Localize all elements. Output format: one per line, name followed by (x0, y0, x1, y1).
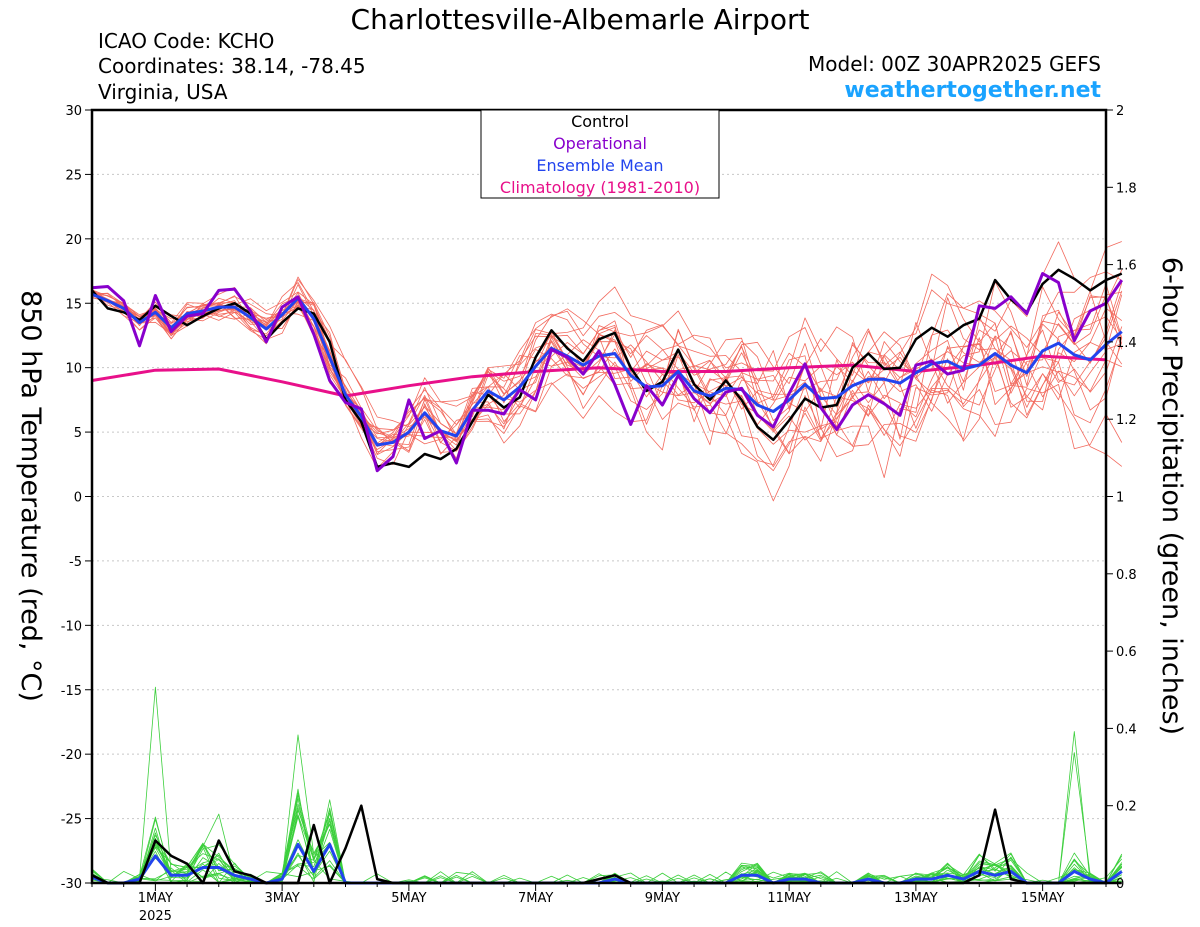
precip-member-line (91, 803, 1123, 884)
left-tick-label: 20 (65, 233, 82, 248)
precip-member-line (91, 788, 1122, 884)
right-tick-label: 1 (1116, 491, 1124, 506)
model-run: Model: 00Z 30APR2025 GEFS (808, 52, 1101, 76)
icao-code: ICAO Code: KCHO (98, 29, 274, 53)
temp-member-line (91, 271, 1122, 479)
left-tick-label: 30 (65, 104, 82, 119)
temp-mean-line (91, 292, 1123, 447)
right-tick-label: 1.2 (1116, 413, 1137, 428)
temp-operational-line (91, 272, 1124, 473)
temp-member-line (91, 279, 1123, 502)
left-tick-label: 10 (65, 362, 82, 377)
right-tick-label: 1.4 (1116, 336, 1137, 351)
right-tick-label: 0.4 (1116, 722, 1137, 737)
right-axis-label: 6-hour Precipitation (green, inches) (1156, 257, 1187, 735)
legend-box (480, 109, 720, 199)
x-tick-label: 3MAY (264, 891, 299, 906)
left-tick-label: 15 (65, 297, 82, 312)
site-link[interactable]: weathertogether.net (844, 78, 1101, 103)
left-tick-label: 25 (65, 168, 82, 183)
chart-title: Charlottesville-Albemarle Airport (351, 3, 810, 36)
x-tick-label: 5MAY (391, 891, 426, 906)
legend: Control Operational Ensemble Mean Climatolo… (480, 109, 720, 199)
precip-member-line (91, 813, 1123, 884)
precip-member-line (91, 812, 1123, 884)
right-tick-label: 0 (1116, 877, 1124, 892)
legend-entry: Control (571, 112, 629, 131)
left-axis-label: 850 hPa Temperature (red, °C) (15, 290, 46, 702)
region: Virginia, USA (98, 80, 228, 104)
precip-members (91, 686, 1123, 884)
temp-member-line (91, 241, 1123, 468)
left-tick-label: -30 (61, 877, 82, 892)
x-tick-label: 13MAY (894, 891, 938, 906)
temp-member-line (91, 289, 1122, 453)
x-tick-label: 11MAY (767, 891, 811, 906)
x-tick-label: 7MAY (518, 891, 553, 906)
main-series (91, 268, 1124, 885)
x-tick-label: 15MAY (1021, 891, 1065, 906)
temp-member-line (91, 241, 1122, 445)
x-ticks: 1MAY 2025 3MAY 5MAY 7MAY 9MAY 11MAY 13MAY 15MAY (91, 883, 1107, 924)
temp-member-line (91, 296, 1123, 459)
legend-entry: Operational (553, 134, 647, 153)
right-tick-label: 0.2 (1116, 800, 1137, 815)
precip-member-line (91, 752, 1122, 884)
left-tick-label: -10 (61, 619, 82, 634)
legend-entry: Climatology (1981-2010) (500, 178, 700, 197)
precip-member-line (91, 807, 1123, 884)
right-tick-label: 2 (1116, 104, 1124, 119)
x-tick-label: 1MAY (138, 891, 173, 906)
grid (92, 109, 1106, 884)
climatology-line (91, 354, 1107, 398)
left-tick-label: -25 (61, 813, 82, 828)
left-tick-label: -15 (61, 684, 82, 699)
precip-member-line (91, 799, 1122, 884)
left-ticks: 30 25 20 15 10 5 0 -5 -10 -15 -20 -25 -30 (61, 104, 92, 892)
right-tick-label: 1.6 (1116, 259, 1137, 274)
left-tick-label: 0 (74, 491, 82, 506)
right-tick-label: 0.6 (1116, 645, 1137, 660)
right-tick-label: 0.8 (1116, 568, 1137, 583)
legend-entry: Ensemble Mean (536, 156, 663, 175)
x-tick-label: 9MAY (645, 891, 680, 906)
left-tick-label: -20 (61, 748, 82, 763)
precip-member-line (91, 798, 1123, 884)
temp-member-line (91, 273, 1123, 462)
left-tick-label: -5 (69, 555, 82, 570)
temp-member-line (91, 282, 1123, 466)
precip-control-line (91, 804, 1122, 885)
right-tick-label: 1.8 (1116, 181, 1137, 196)
coordinates: Coordinates: 38.14, -78.45 (98, 54, 366, 78)
temp-members (91, 241, 1123, 502)
precip-member-line (91, 734, 1123, 884)
x-tick-sublabel: 2025 (139, 909, 172, 924)
precip-member-line (91, 686, 1122, 884)
right-ticks: 2 1.8 1.6 1.4 1.2 1 0.8 0.6 0.4 0.2 0 (1106, 104, 1137, 892)
left-tick-label: 5 (74, 426, 82, 441)
